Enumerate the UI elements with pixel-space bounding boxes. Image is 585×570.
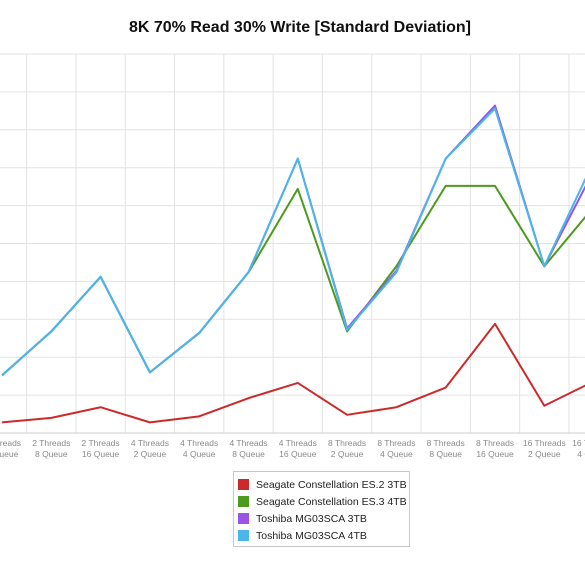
- legend-swatch: [238, 513, 249, 524]
- legend-item[interactable]: Seagate Constellation ES.3 4TB: [238, 493, 409, 510]
- x-tick-label: 4 Threads: [229, 438, 267, 448]
- legend-item[interactable]: Seagate Constellation ES.2 3TB: [238, 476, 409, 493]
- series-lines: [1, 104, 585, 424]
- legend-swatch: [238, 479, 249, 490]
- x-tick-label: 8 Queue: [232, 449, 265, 459]
- series-line-1: [1, 322, 585, 424]
- legend-label: Seagate Constellation ES.3 4TB: [256, 495, 407, 508]
- x-tick-label: 8 Queue: [35, 449, 68, 459]
- x-tick-label: 4 Threads: [180, 438, 218, 448]
- x-tick-label: 2 Queue: [134, 449, 167, 459]
- x-tick-label: 16 Threads: [572, 438, 585, 448]
- legend-item[interactable]: Toshiba MG03SCA 4TB: [238, 527, 409, 544]
- series-line-3: [1, 104, 585, 377]
- x-tick-label: 16 Queue: [476, 449, 514, 459]
- x-tick-label: 16 Queue: [82, 449, 120, 459]
- x-tick-label: 8 Queue: [429, 449, 462, 459]
- x-tick-label: 4 Threads: [131, 438, 169, 448]
- series-line-4: [1, 107, 585, 377]
- x-tick-label: 4 Queue: [183, 449, 216, 459]
- x-tick-label: 2 Threads: [82, 438, 120, 448]
- x-tick-label: 8 Threads: [377, 438, 415, 448]
- legend-label: Toshiba MG03SCA 3TB: [256, 512, 367, 525]
- grid: [0, 53, 585, 434]
- x-tick-label: 8 Threads: [427, 438, 465, 448]
- series-line-2: [1, 184, 585, 377]
- legend-item[interactable]: Toshiba MG03SCA 3TB: [238, 510, 409, 527]
- x-tick-label: 4 Queue: [0, 449, 19, 459]
- legend-swatch: [238, 496, 249, 507]
- x-tick-label: 4 Queue: [380, 449, 413, 459]
- x-tick-label: 2 Threads: [32, 438, 70, 448]
- legend-swatch: [238, 530, 249, 541]
- x-tick-label: 16 Queue: [279, 449, 317, 459]
- x-tick-label: 16 Threads: [523, 438, 566, 448]
- x-tick-label: 2 Queue: [528, 449, 561, 459]
- x-tick-label: 8 Threads: [476, 438, 514, 448]
- x-tick-label: 2 Threads: [0, 438, 21, 448]
- legend-label: Toshiba MG03SCA 4TB: [256, 529, 367, 542]
- x-tick-label: 8 Threads: [328, 438, 366, 448]
- legend: Seagate Constellation ES.2 3TB Seagate Co…: [233, 471, 410, 547]
- x-tick-label: 4 Threads: [279, 438, 317, 448]
- x-tick-label: 4 Queue: [577, 449, 585, 459]
- legend-label: Seagate Constellation ES.2 3TB: [256, 478, 407, 491]
- x-tick-label: 2 Queue: [331, 449, 364, 459]
- chart-title: 8K 70% Read 30% Write [Standard Deviatio…: [128, 19, 472, 36]
